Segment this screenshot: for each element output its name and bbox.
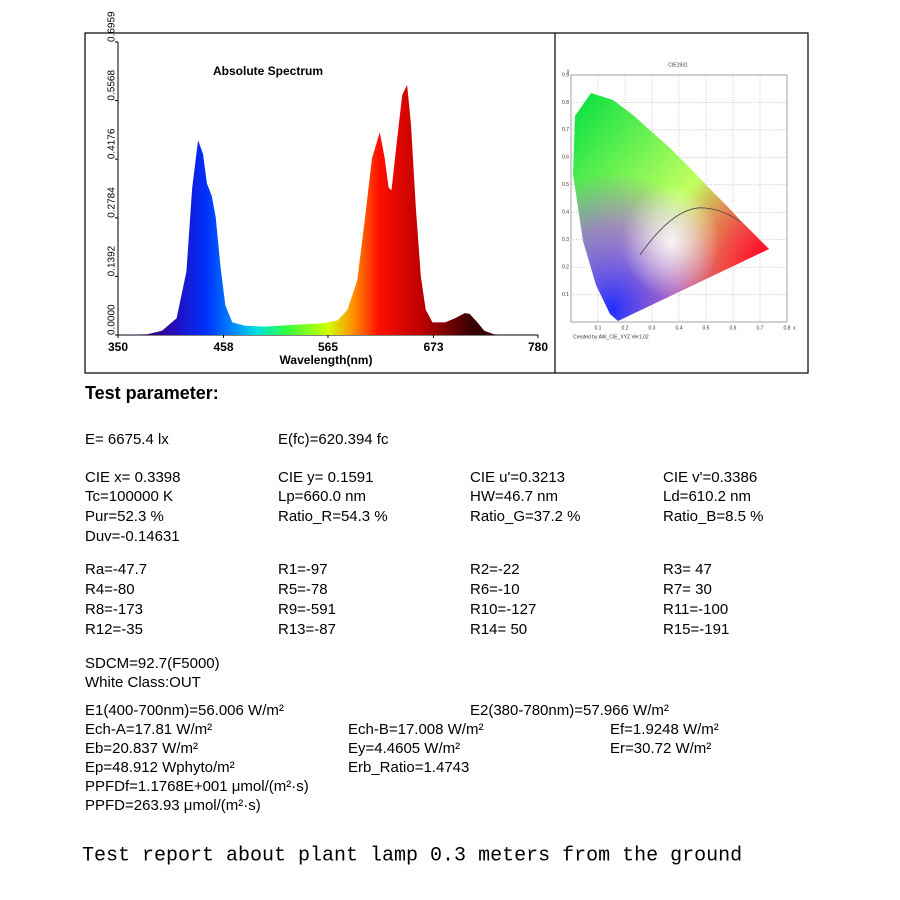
cie-x-tick-label: 0.6 [730, 325, 737, 331]
parameter: Ra=-47.7 [85, 561, 147, 578]
cie-x-tick-label: 0.1 [595, 325, 602, 331]
parameter: R10=-127 [470, 601, 536, 618]
cie-y-tick-label: 0.2 [562, 264, 569, 270]
cie-y-label: y [567, 68, 570, 74]
cie-y-tick-label: 0.9 [562, 72, 569, 78]
parameter: Eb=20.837 W/m² [85, 740, 198, 757]
parameter: R2=-22 [470, 561, 520, 578]
y-tick-label: 0.4176 [107, 128, 118, 159]
parameter: Pur=52.3 % [85, 508, 164, 525]
cie-y-tick-label: 0.8 [562, 100, 569, 106]
parameter: CIE x= 0.3398 [85, 469, 180, 486]
y-tick-label: 0.2784 [107, 187, 118, 218]
parameter: E1(400-700nm)=56.006 W/m² [85, 702, 284, 719]
parameter: HW=46.7 nm [470, 488, 558, 505]
parameter: R3= 47 [663, 561, 712, 578]
cie-title: CIE1931 [668, 62, 688, 68]
cie-x-tick-label: 0.7 [757, 325, 764, 331]
parameter: Tc=100000 K [85, 488, 173, 505]
parameter: Ech-B=17.008 W/m² [348, 721, 483, 738]
x-tick-label: 565 [318, 340, 338, 354]
x-tick-label: 780 [528, 340, 548, 354]
cie-x-tick-label: 0.4 [676, 325, 683, 331]
parameter: Ey=4.4605 W/m² [348, 740, 460, 757]
parameter: R4=-80 [85, 581, 135, 598]
parameter: R6=-10 [470, 581, 520, 598]
parameter: Ratio_B=8.5 % [663, 508, 763, 525]
parameter: R13=-87 [278, 621, 336, 638]
parameter: R9=-591 [278, 601, 336, 618]
cie-y-tick-label: 0.6 [562, 155, 569, 161]
parameter: R1=-97 [278, 561, 328, 578]
cie-x-tick-label: 0.2 [622, 325, 629, 331]
cie-y-tick-label: 0.7 [562, 127, 569, 133]
parameter: R7= 30 [663, 581, 712, 598]
cie-x-tick-label: 0.3 [649, 325, 656, 331]
parameter: Ef=1.9248 W/m² [610, 721, 719, 738]
parameter: Ratio_G=37.2 % [470, 508, 581, 525]
parameter: R15=-191 [663, 621, 729, 638]
parameter: R8=-173 [85, 601, 143, 618]
parameter: Duv=-0.14631 [85, 528, 180, 545]
cie-chart: CIE1931 Created by AW_CIE_XYZ Ver1.02 0.… [562, 62, 796, 340]
parameter: R11=-100 [663, 601, 728, 618]
chart-title: Absolute Spectrum [213, 64, 323, 78]
cie-y-tick-label: 0.4 [562, 210, 569, 216]
parameter: Er=30.72 W/m² [610, 740, 711, 757]
cie-footer: Created by AW_CIE_XYZ Ver1.02 [573, 334, 649, 340]
planckian-locus [639, 207, 741, 256]
cie-y-tick-label: 0.1 [562, 292, 569, 298]
cie-x-label: x [793, 325, 796, 331]
parameter: CIE u'=0.3213 [470, 469, 565, 486]
cie-x-tick-label: 0.8 [784, 325, 791, 331]
parameter: R12=-35 [85, 621, 143, 638]
cie-x-tick-label: 0.5 [703, 325, 710, 331]
x-tick-label: 350 [108, 340, 128, 354]
y-tick-label: 0.0000 [107, 304, 118, 335]
x-tick-label: 673 [423, 340, 443, 354]
parameter: Ep=48.912 Wphyto/m² [85, 759, 235, 776]
parameter: R5=-78 [278, 581, 328, 598]
parameter: Erb_Ratio=1.4743 [348, 759, 469, 776]
parameter: White Class:OUT [85, 674, 201, 691]
y-tick-label: 0.1392 [107, 245, 118, 276]
parameter: Lp=660.0 nm [278, 488, 366, 505]
caption: Test report about plant lamp 0.3 meters … [82, 844, 742, 867]
y-tick-label: 0.6959 [107, 11, 118, 42]
parameter: CIE v'=0.3386 [663, 469, 757, 486]
parameter: E(fc)=620.394 fc [278, 431, 389, 448]
x-axis-label: Wavelength(nm) [280, 353, 373, 367]
parameter: CIE y= 0.1591 [278, 469, 373, 486]
parameter: R14= 50 [470, 621, 527, 638]
parameter: E2(380-780nm)=57.966 W/m² [470, 702, 669, 719]
spectrum-area [118, 84, 538, 336]
test-parameters: Test parameter: E= 6675.4 lx E(fc)=620.39… [85, 383, 763, 814]
figure-frame [84, 32, 809, 374]
parameter: SDCM=92.7(F5000) [85, 655, 220, 672]
parameter: PPFD=263.93 μmol/(m²·s) [85, 797, 261, 814]
cie-y-tick-label: 0.5 [562, 182, 569, 188]
y-tick-label: 0.5568 [107, 70, 118, 101]
cie-y-tick-label: 0.3 [562, 237, 569, 243]
parameter: E= 6675.4 lx [85, 431, 169, 448]
parameter: Ech-A=17.81 W/m² [85, 721, 212, 738]
cie-gamut-white [573, 93, 769, 321]
section-heading: Test parameter: [85, 383, 219, 403]
parameter: Ld=610.2 nm [663, 488, 751, 505]
x-tick-label: 458 [213, 340, 233, 354]
spectrum-chart: Absolute Spectrum Wavelength(nm) 350 458 5… [107, 11, 549, 367]
parameter: PPFDf=1.1768E+001 μmol/(m²·s) [85, 778, 309, 795]
parameter: Ratio_R=54.3 % [278, 508, 388, 525]
